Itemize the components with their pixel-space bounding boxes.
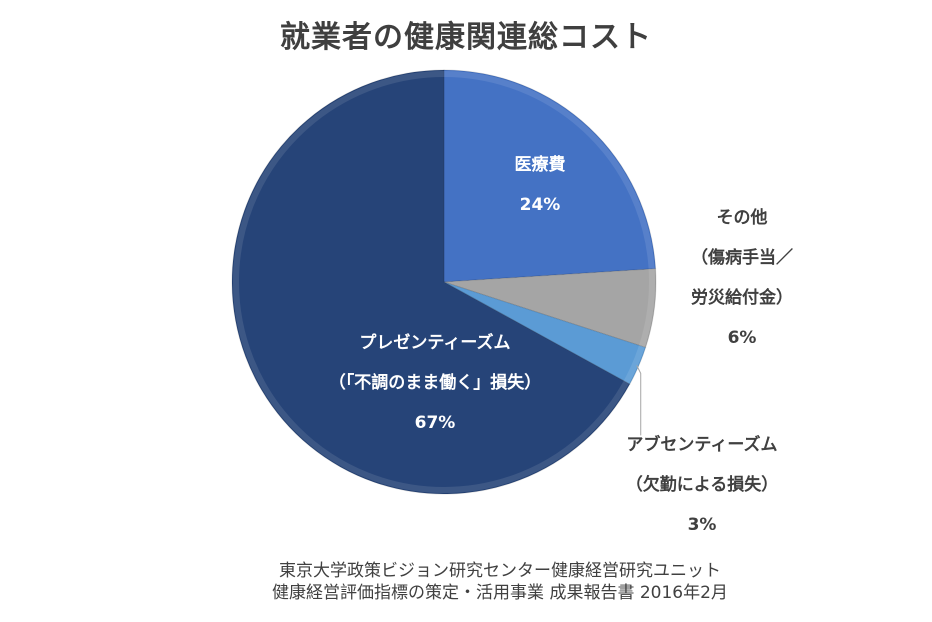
chart-title: 就業者の健康関連総コスト [280, 20, 652, 55]
slice-pct-other: 6% [727, 328, 757, 348]
slice-pct-presenteeism: 67% [414, 413, 456, 433]
slice-pct-absenteeism: 3% [687, 515, 717, 535]
label-absenteeism: アブセンティーズム （欠勤による損失） 3% [582, 425, 822, 545]
label-medical: 医療費 24% [480, 145, 600, 225]
label-presenteeism: プレゼンティーズム （「不調のまま働く」損失） 67% [290, 323, 580, 443]
slice-name-presenteeism-1: プレゼンティーズム [359, 333, 511, 353]
leader-line-absenteeism [636, 365, 642, 436]
pie-slice-other [443, 268, 657, 349]
pie-slice-absenteeism [443, 281, 647, 385]
pie-slice-presenteeism [231, 69, 631, 495]
slice-name-absenteeism-2: （欠勤による損失） [625, 475, 779, 495]
pie-slice-medical [443, 69, 657, 283]
label-other: その他 （傷病手当／ 労災給付金） 6% [662, 198, 822, 358]
slice-name-other-3: 労災給付金） [691, 288, 793, 308]
source-line-2: 健康経営評価指標の策定・活用事業 成果報告書 2016年2月 [272, 583, 728, 603]
slice-name-presenteeism-2: （「不調のまま働く」損失） [328, 373, 542, 393]
slice-name-other-1: その他 [716, 208, 768, 228]
pie-bevel [233, 71, 655, 493]
source-line-1: 東京大学政策ビジョン研究センター健康経営研究ユニット [279, 561, 721, 581]
slice-name-medical: 医療費 [514, 155, 566, 175]
slice-name-other-2: （傷病手当／ [691, 248, 793, 268]
slice-pct-medical: 24% [519, 195, 561, 215]
source-note: 東京大学政策ビジョン研究センター健康経営研究ユニット 健康経営評価指標の策定・活… [180, 560, 820, 604]
slice-name-absenteeism-1: アブセンティーズム [626, 435, 778, 455]
